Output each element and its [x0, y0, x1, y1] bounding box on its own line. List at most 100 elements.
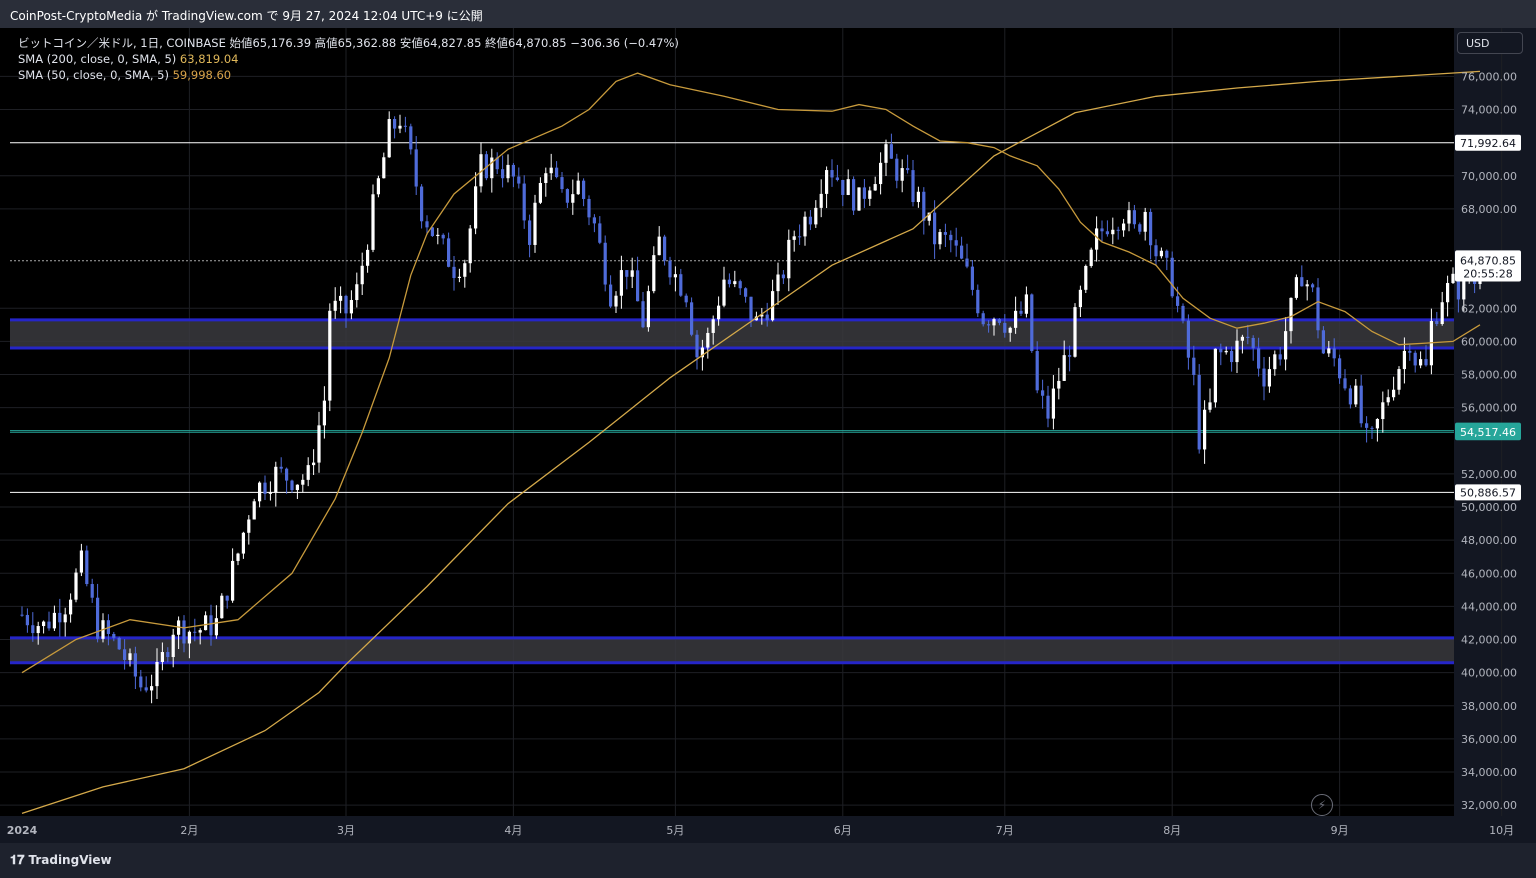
candle-body: [1402, 350, 1406, 370]
candle-body: [150, 686, 154, 691]
candle-body: [970, 266, 974, 290]
candle-body: [96, 597, 100, 639]
sma50-value: 59,998.60: [172, 68, 232, 82]
candle-body: [1224, 350, 1228, 353]
candle-body: [776, 274, 780, 292]
candle-body: [463, 263, 467, 277]
candle-body: [641, 301, 645, 328]
candle-body: [1008, 327, 1012, 333]
candle-body: [787, 239, 791, 279]
candle-body: [69, 599, 73, 615]
price-chart[interactable]: 32,000.00 34,000.00 36,000.00 38,000.00 40,0…: [0, 28, 1536, 843]
tradingview-logo[interactable]: 𝟏𝟕 TradingView: [10, 853, 112, 868]
candle-body: [760, 314, 764, 317]
candle-body: [344, 295, 348, 314]
candle-body: [436, 234, 440, 237]
candle-body: [187, 631, 191, 644]
candle-body: [981, 313, 985, 325]
candle-body: [376, 178, 380, 195]
candle-body: [155, 662, 159, 687]
lightning-icon[interactable]: ⚡: [1311, 794, 1333, 816]
candle-body: [1208, 402, 1212, 410]
candle-body: [355, 284, 359, 301]
candle-body: [1456, 273, 1460, 300]
candle-body: [695, 334, 699, 358]
candle-body: [609, 284, 613, 307]
sma200-legend[interactable]: SMA (200, close, 0, SMA, 5) 63,819.04: [18, 52, 238, 66]
time-axis[interactable]: [0, 816, 1454, 843]
candle-body: [171, 634, 175, 658]
candle-body: [781, 274, 785, 279]
candle-body: [263, 482, 267, 494]
candle-body: [511, 164, 515, 177]
candle-body: [420, 186, 424, 222]
candle-body: [711, 319, 715, 333]
candle-body: [798, 236, 802, 238]
x-tick-label: 10月: [1489, 824, 1514, 837]
candle-body: [1095, 228, 1099, 250]
candle-body: [1192, 357, 1196, 375]
candle-body: [668, 260, 672, 278]
candle-body: [1332, 348, 1336, 359]
candle-body: [1240, 336, 1244, 341]
candle-body: [603, 242, 607, 285]
price-tag-text: 54,517.46: [1460, 426, 1516, 439]
candle-body: [733, 281, 737, 285]
candle-body: [889, 144, 893, 159]
candle-body: [846, 179, 850, 195]
candle-body: [301, 479, 305, 485]
candle-body: [1251, 337, 1255, 349]
y-tick-label: 68,000.00: [1461, 203, 1517, 216]
candle-body: [1392, 389, 1396, 398]
candle-body: [814, 207, 818, 225]
sma50-legend[interactable]: SMA (50, close, 0, SMA, 5) 59,998.60: [18, 68, 231, 82]
candle-body: [20, 614, 24, 616]
currency-button[interactable]: USD: [1457, 32, 1523, 54]
candle-body: [560, 177, 564, 190]
symbol-legend[interactable]: ビットコイン／米ドル, 1日, COINBASE 始値65,176.39 高値6…: [18, 35, 679, 51]
candle-body: [792, 236, 796, 240]
candle-body: [133, 653, 137, 677]
price-tag-text: 20:55:28: [1463, 268, 1512, 281]
candle-body: [1386, 397, 1390, 403]
candle-body: [209, 615, 213, 636]
candle-body: [749, 296, 753, 321]
candle-body: [295, 484, 299, 491]
candle-body: [31, 625, 35, 634]
candle-body: [1132, 210, 1136, 225]
candle-body: [565, 189, 569, 203]
y-tick-label: 40,000.00: [1461, 667, 1517, 680]
candle-body: [900, 168, 904, 181]
candle-body: [360, 265, 364, 285]
candle-body: [700, 347, 704, 358]
candle-body: [857, 187, 861, 211]
candle-body: [198, 630, 202, 633]
candle-body: [79, 550, 83, 573]
candle-body: [1473, 279, 1477, 285]
candle-body: [241, 532, 245, 554]
candle-body: [430, 227, 434, 237]
candle-body: [1446, 283, 1450, 303]
candle-body: [117, 637, 121, 650]
candle-body: [765, 314, 769, 321]
candle-body: [1370, 427, 1374, 429]
candle-body: [74, 572, 78, 600]
candle-body: [1062, 355, 1066, 381]
candle-body: [938, 232, 942, 245]
brand-name: TradingView: [28, 853, 112, 867]
candle-body: [42, 621, 46, 627]
candle-body: [1116, 229, 1120, 231]
price-tag-text: 64,870.85: [1460, 255, 1516, 268]
x-tick-label: 3月: [337, 824, 355, 837]
price-tag-bg: [1455, 265, 1521, 282]
candle-body: [193, 631, 197, 633]
candle-body: [592, 217, 596, 224]
candle-body: [987, 324, 991, 326]
tv-logo-icon: 𝟏𝟕: [10, 853, 25, 868]
footer-bar: [0, 843, 1536, 878]
price-axis[interactable]: [1454, 28, 1536, 816]
candle-body: [398, 125, 402, 129]
x-tick-label: 8月: [1163, 824, 1181, 837]
x-tick-label: 9月: [1331, 824, 1349, 837]
candle-body: [965, 258, 969, 267]
